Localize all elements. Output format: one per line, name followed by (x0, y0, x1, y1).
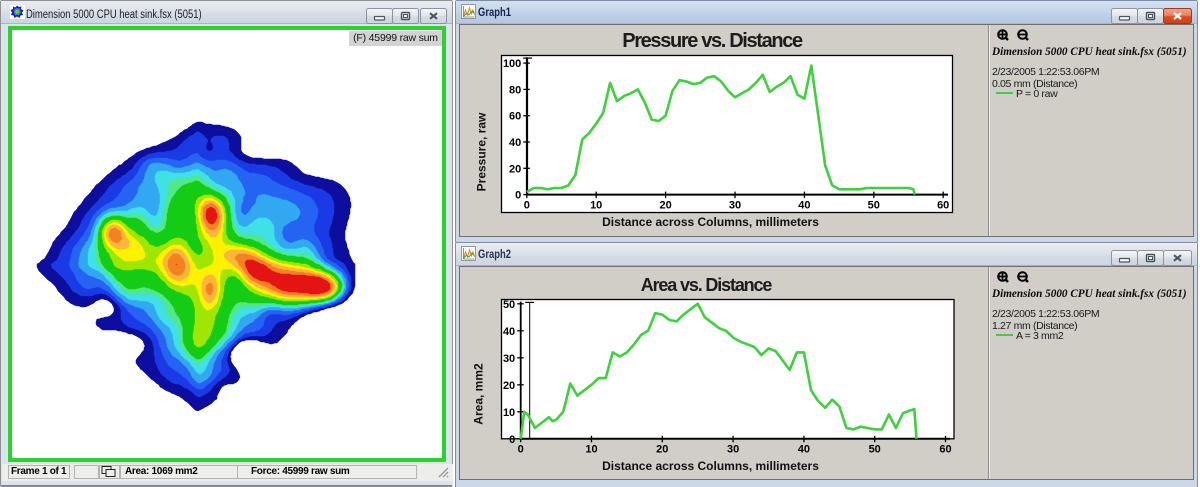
svg-text:60: 60 (939, 444, 951, 456)
svg-text:10: 10 (503, 407, 515, 419)
svg-text:30: 30 (503, 353, 515, 365)
svg-text:20: 20 (656, 444, 668, 456)
svg-text:0: 0 (515, 190, 521, 202)
svg-text:50: 50 (868, 200, 880, 212)
svg-text:40: 40 (503, 326, 515, 338)
svg-text:40: 40 (509, 137, 521, 149)
svg-text:50: 50 (869, 444, 881, 456)
svg-text:60: 60 (937, 200, 949, 212)
svg-text:20: 20 (659, 200, 671, 212)
svg-text:20: 20 (509, 163, 521, 175)
svg-text:50: 50 (503, 299, 515, 311)
svg-text:40: 40 (798, 200, 810, 212)
svg-text:20: 20 (503, 380, 515, 392)
svg-text:0: 0 (524, 200, 530, 212)
svg-text:60: 60 (509, 111, 521, 123)
svg-text:30: 30 (727, 444, 739, 456)
svg-text:10: 10 (590, 200, 602, 212)
svg-text:0: 0 (518, 444, 524, 456)
svg-text:40: 40 (798, 444, 810, 456)
svg-text:80: 80 (509, 84, 521, 96)
svg-text:100: 100 (503, 58, 521, 70)
svg-text:10: 10 (585, 444, 597, 456)
svg-text:30: 30 (729, 200, 741, 212)
svg-text:0: 0 (509, 434, 515, 446)
